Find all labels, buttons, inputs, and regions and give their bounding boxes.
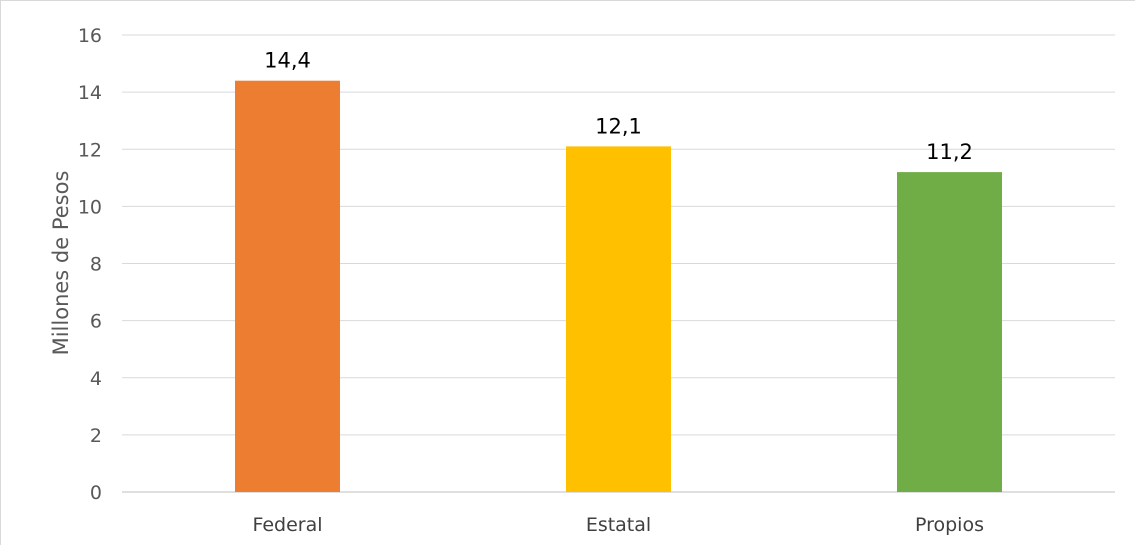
data-label-estatal: 12,1: [595, 114, 642, 138]
data-label-federal: 14,4: [264, 49, 311, 73]
y-tick-label: 0: [90, 482, 102, 504]
x-tick-label-federal: Federal: [252, 514, 322, 536]
y-axis-title: Millones de Pesos: [49, 171, 73, 356]
y-tick-label: 16: [78, 25, 102, 47]
bar-federal: [235, 80, 340, 492]
data-label-propios: 11,2: [926, 140, 973, 164]
bar-propios: [897, 172, 1002, 492]
y-axis-tick-labels: 0 2 4 6 8 10 12 14 16: [78, 25, 102, 504]
y-tick-label: 6: [90, 311, 102, 333]
y-tick-label: 14: [78, 82, 102, 104]
y-tick-label: 10: [78, 196, 102, 218]
bar-estatal: [566, 146, 671, 493]
data-labels: 14,4 12,1 11,2: [264, 49, 973, 164]
y-tick-label: 4: [90, 368, 102, 390]
bars: [235, 80, 1002, 493]
x-tick-label-estatal: Estatal: [586, 514, 651, 536]
y-tick-label: 8: [90, 254, 102, 276]
y-tick-label: 2: [90, 425, 102, 447]
x-axis-tick-labels: Federal Estatal Propios: [252, 514, 984, 536]
y-tick-label: 12: [78, 139, 102, 161]
x-tick-label-propios: Propios: [915, 514, 984, 536]
